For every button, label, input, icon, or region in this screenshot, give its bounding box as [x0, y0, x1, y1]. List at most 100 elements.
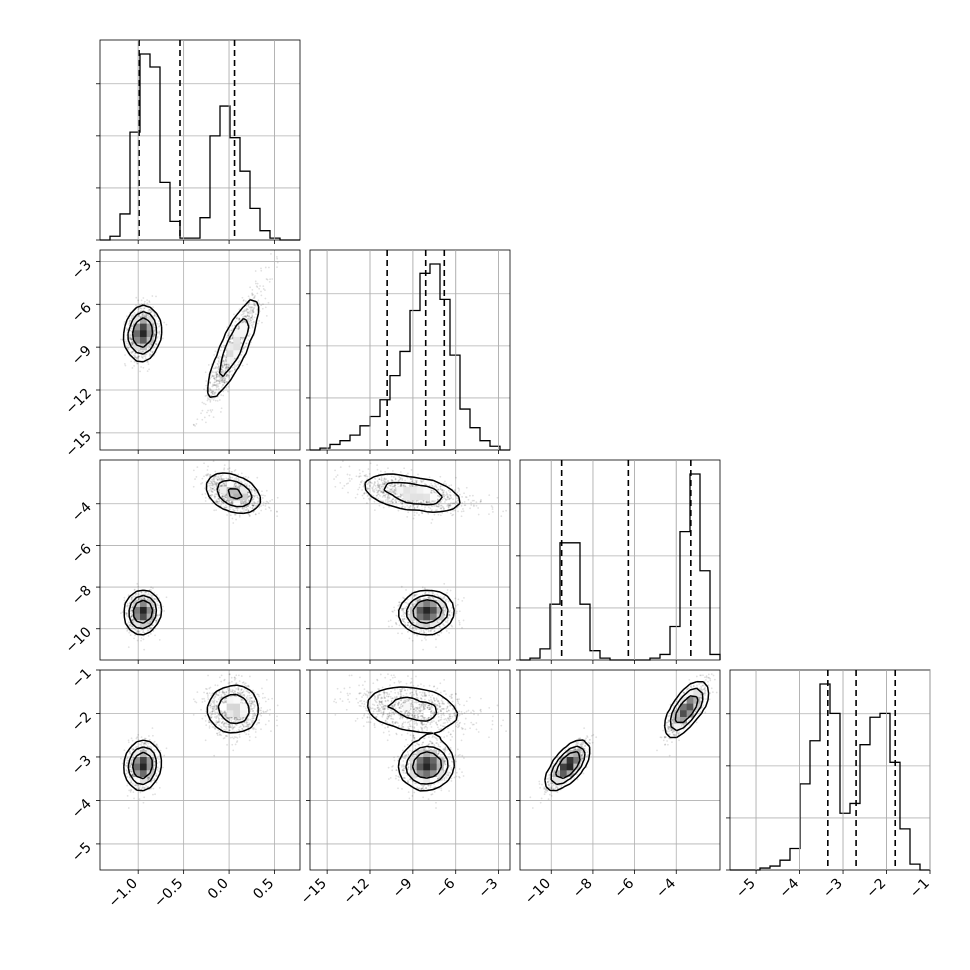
sample-point [235, 317, 238, 320]
sample-point [129, 338, 132, 340]
sample-point [429, 629, 432, 632]
sample-point [154, 634, 156, 637]
sample-point [128, 320, 131, 323]
sample-point [210, 490, 213, 493]
sample-point [137, 299, 140, 302]
sample-point [148, 300, 151, 302]
sample-point [207, 473, 210, 475]
sample-point [204, 421, 207, 424]
sample-point [450, 606, 453, 609]
sample-point [213, 377, 215, 380]
sample-point [126, 605, 129, 608]
sample-point [241, 337, 243, 340]
sample-point [235, 507, 238, 509]
sample-point [155, 598, 158, 601]
sample-point [209, 494, 212, 497]
sample-point [406, 598, 409, 601]
sample-point [267, 506, 270, 509]
sample-point [241, 320, 244, 323]
sample-point [220, 377, 223, 380]
sample-point [237, 327, 240, 330]
sample-point [256, 503, 259, 506]
sample-point [224, 485, 227, 487]
sample-point [131, 606, 134, 609]
sample-point [151, 596, 154, 599]
sample-point [233, 482, 236, 485]
sample-point [214, 367, 217, 370]
sample-point [149, 311, 152, 314]
sample-point [250, 500, 253, 502]
sample-point [210, 390, 213, 393]
sample-point [220, 474, 223, 477]
sample-point [144, 314, 146, 317]
sample-point [444, 605, 447, 608]
sample-point [225, 494, 227, 497]
sample-point [131, 343, 134, 345]
sample-point [227, 366, 230, 369]
sample-point [247, 302, 250, 305]
sample-point [446, 589, 449, 591]
sample-point [230, 501, 233, 503]
sample-point [222, 360, 224, 363]
sample-point [219, 349, 222, 352]
sample-point [251, 486, 254, 489]
sample-point [141, 314, 143, 317]
density-cell [146, 613, 154, 621]
sample-point [128, 625, 131, 627]
sample-point [242, 501, 245, 504]
sample-point [398, 603, 401, 606]
sample-point [222, 366, 224, 369]
density-cell [140, 330, 147, 337]
sample-point [153, 312, 156, 315]
histogram-panel [306, 249, 511, 451]
sample-point [131, 324, 134, 327]
sample-point [215, 367, 217, 369]
sample-point [406, 624, 409, 627]
sample-point [158, 325, 160, 328]
sample-point [225, 364, 228, 366]
sample-point [212, 477, 215, 479]
sample-point [241, 319, 244, 322]
sample-point [147, 593, 150, 596]
sample-point [407, 624, 409, 627]
sample-point [249, 310, 252, 313]
sample-point [153, 592, 156, 594]
sample-point [262, 501, 265, 504]
sample-point [201, 418, 204, 421]
sample-point [216, 367, 219, 369]
sample-point [147, 363, 150, 366]
density-cell [146, 606, 154, 614]
sample-point [251, 313, 254, 315]
sample-point [410, 624, 412, 627]
sample-point [212, 460, 215, 463]
sample-point [238, 484, 241, 487]
sample-point [411, 621, 414, 624]
sample-point [150, 626, 153, 629]
sample-point [228, 505, 231, 508]
sample-point [276, 257, 279, 260]
sample-point [270, 509, 272, 512]
sample-point [243, 309, 246, 312]
sample-point [216, 500, 219, 503]
sample-point [213, 477, 215, 480]
sample-point [209, 482, 211, 485]
sample-point [203, 475, 205, 478]
sample-point [230, 470, 233, 473]
sample-point [144, 593, 147, 596]
sample-point [148, 592, 150, 594]
sample-point [215, 482, 218, 485]
sample-point [138, 306, 141, 309]
sample-point [264, 289, 266, 292]
sample-point [203, 462, 205, 465]
sample-point [253, 304, 256, 306]
sample-point [149, 309, 152, 312]
sample-point [218, 497, 220, 500]
sample-point [158, 614, 160, 617]
sample-point [439, 596, 442, 598]
panel-frame [519, 459, 721, 661]
sample-point [243, 500, 246, 503]
sample-point [142, 357, 144, 359]
sample-point [150, 589, 152, 591]
sample-point [140, 591, 143, 594]
sample-point [224, 507, 227, 510]
